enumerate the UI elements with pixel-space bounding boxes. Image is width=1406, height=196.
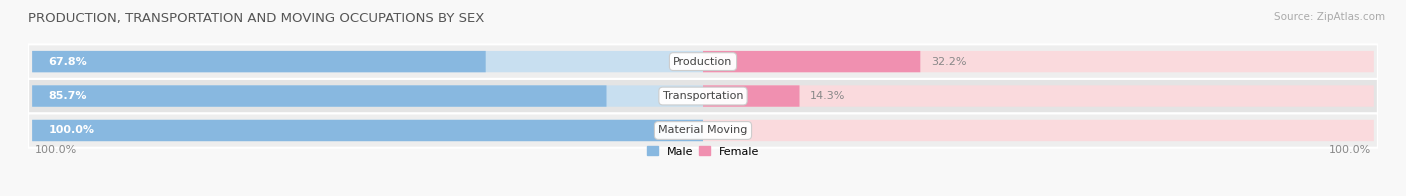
FancyBboxPatch shape: [703, 51, 921, 72]
FancyBboxPatch shape: [703, 51, 1374, 72]
Text: Transportation: Transportation: [662, 91, 744, 101]
Text: 0.0%: 0.0%: [714, 125, 742, 135]
FancyBboxPatch shape: [32, 51, 703, 72]
FancyBboxPatch shape: [32, 51, 485, 72]
FancyBboxPatch shape: [28, 44, 1378, 79]
FancyBboxPatch shape: [703, 85, 800, 107]
Text: 67.8%: 67.8%: [48, 57, 87, 67]
Text: PRODUCTION, TRANSPORTATION AND MOVING OCCUPATIONS BY SEX: PRODUCTION, TRANSPORTATION AND MOVING OC…: [28, 12, 485, 25]
Text: 85.7%: 85.7%: [48, 91, 87, 101]
Text: 32.2%: 32.2%: [931, 57, 966, 67]
FancyBboxPatch shape: [32, 85, 703, 107]
Text: Material Moving: Material Moving: [658, 125, 748, 135]
FancyBboxPatch shape: [28, 113, 1378, 148]
FancyBboxPatch shape: [28, 79, 1378, 113]
Text: 100.0%: 100.0%: [48, 125, 94, 135]
FancyBboxPatch shape: [32, 120, 703, 141]
FancyBboxPatch shape: [703, 120, 1374, 141]
Text: 100.0%: 100.0%: [35, 145, 77, 155]
FancyBboxPatch shape: [32, 120, 703, 141]
FancyBboxPatch shape: [703, 85, 1374, 107]
FancyBboxPatch shape: [32, 85, 606, 107]
Legend: Male, Female: Male, Female: [643, 142, 763, 161]
Text: 14.3%: 14.3%: [810, 91, 845, 101]
Text: 100.0%: 100.0%: [1329, 145, 1371, 155]
Text: Source: ZipAtlas.com: Source: ZipAtlas.com: [1274, 12, 1385, 22]
Text: Production: Production: [673, 57, 733, 67]
